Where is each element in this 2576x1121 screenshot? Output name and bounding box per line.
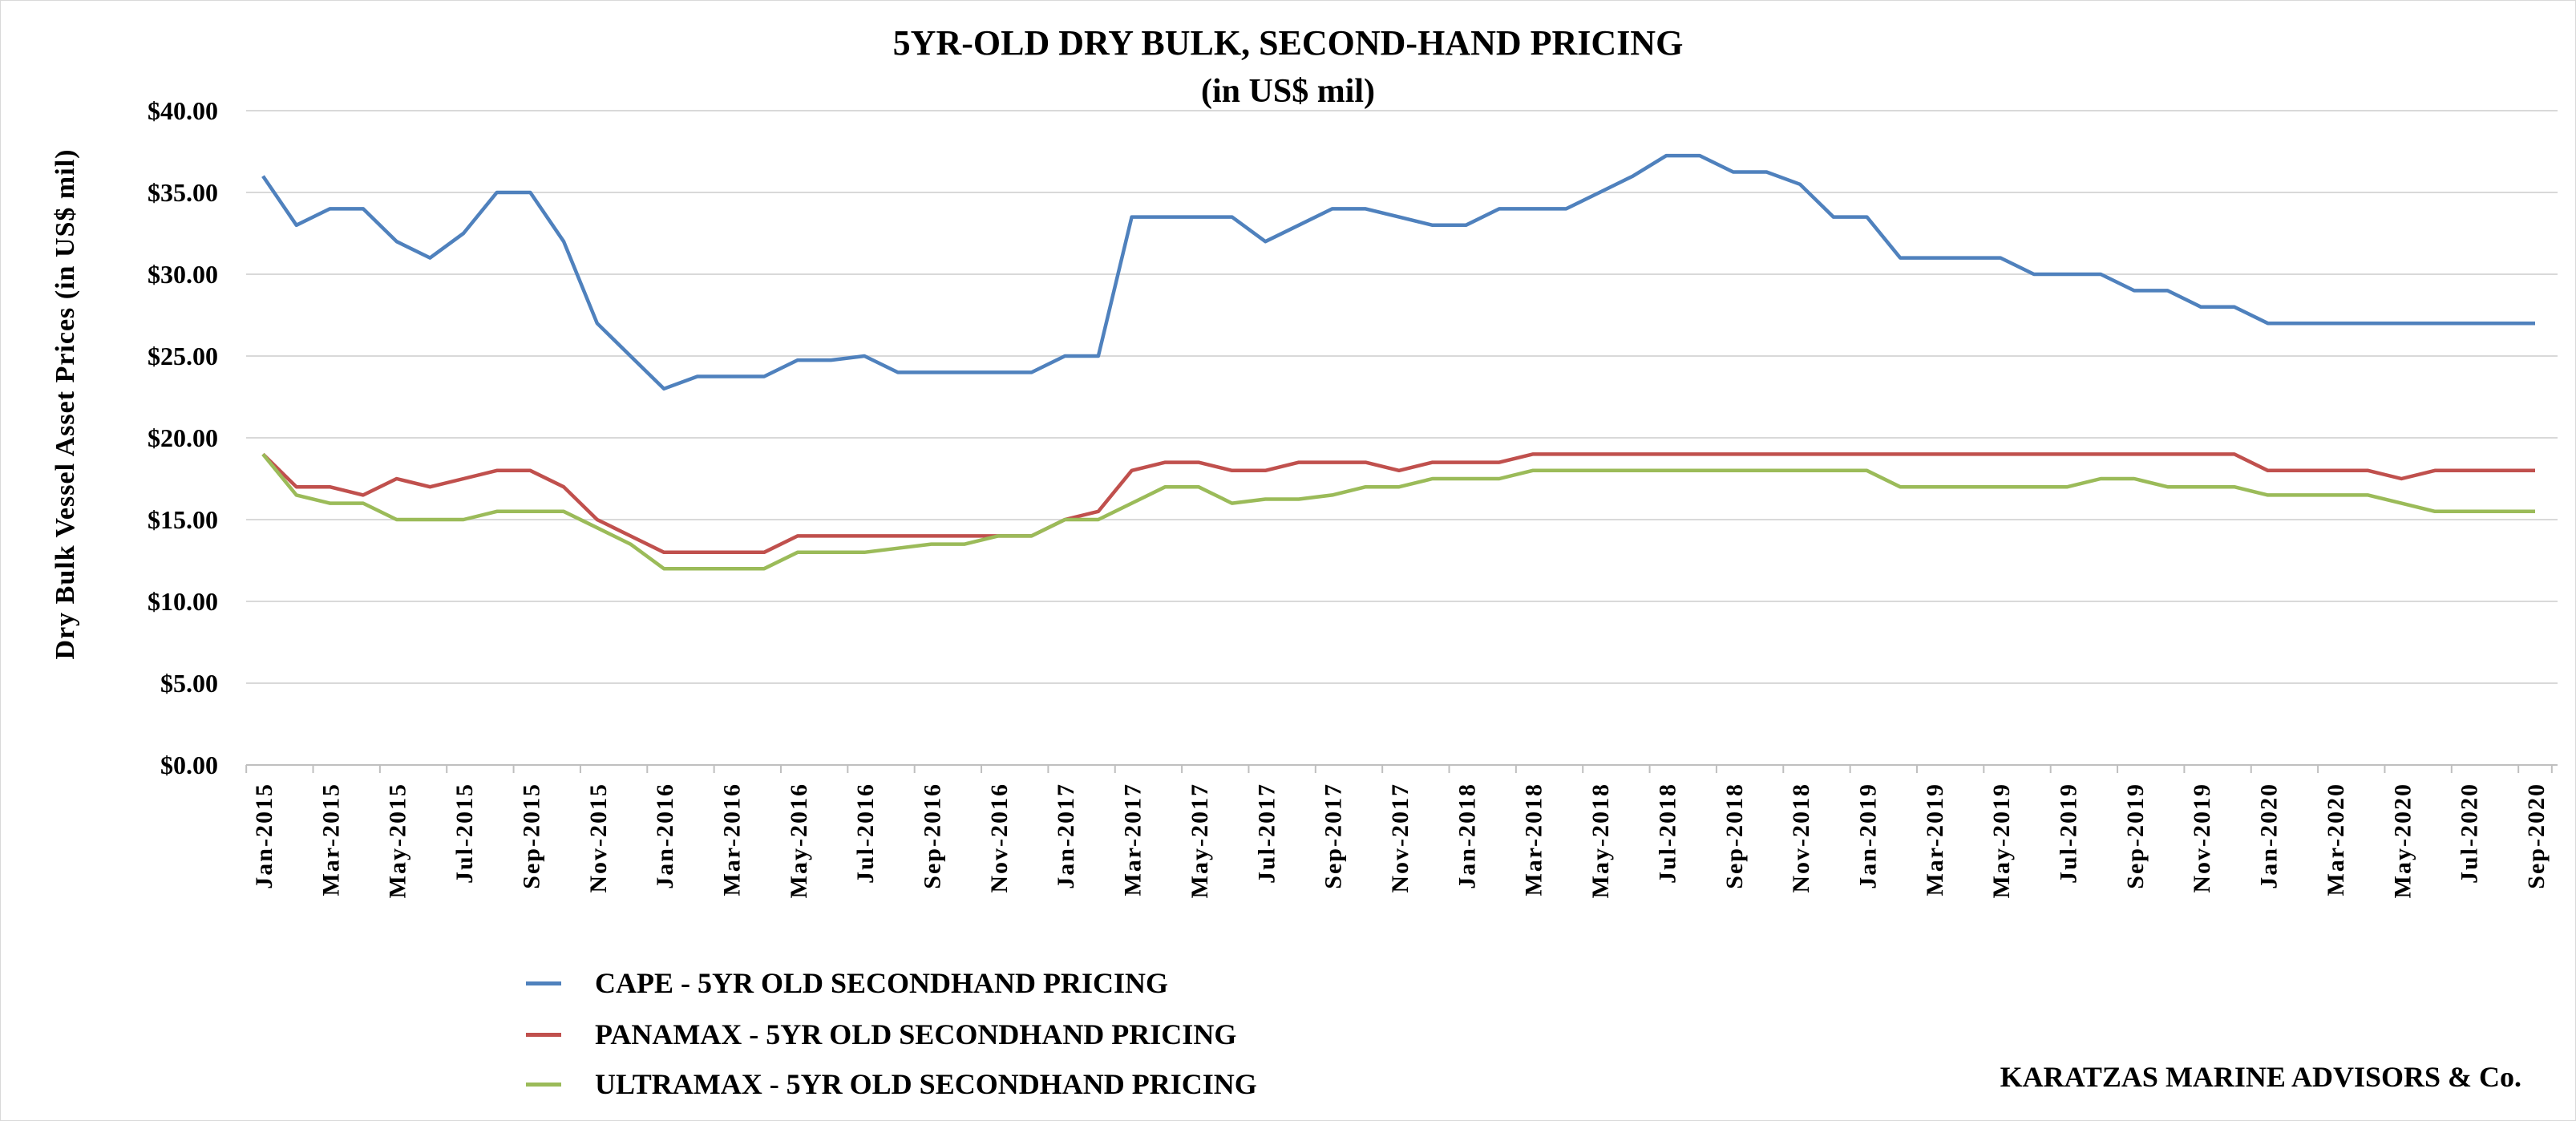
y-tick-label: $25.00 [148, 342, 218, 370]
x-tick-label: May-2018 [1587, 783, 1614, 898]
x-tick-label: Jan-2019 [1854, 783, 1881, 889]
legend-label: CAPE - 5YR OLD SECONDHAND PRICING [595, 967, 1169, 999]
x-tick-label: Mar-2019 [1922, 783, 1948, 896]
x-tick-label: Nov-2019 [2189, 783, 2215, 893]
x-tick-label: May-2015 [385, 783, 411, 898]
y-tick-label: $0.00 [160, 751, 218, 779]
x-tick-label: Jul-2017 [1253, 783, 1280, 884]
x-tick-label: May-2017 [1187, 783, 1213, 898]
legend-label: ULTRAMAX - 5YR OLD SECONDHAND PRICING [595, 1068, 1257, 1100]
x-tick-label: Jan-2015 [251, 783, 277, 889]
x-tick-label: Nov-2015 [585, 783, 612, 893]
x-tick-label: Sep-2020 [2523, 783, 2550, 889]
y-tick-label: $20.00 [148, 423, 218, 452]
series-line-cape [261, 153, 2535, 391]
source-credit: KARATZAS MARINE ADVISORS & Co. [2000, 1061, 2521, 1093]
y-tick-label: $10.00 [148, 587, 218, 616]
x-tick-label: Jan-2020 [2256, 783, 2283, 889]
legend-label: PANAMAX - 5YR OLD SECONDHAND PRICING [595, 1018, 1237, 1050]
x-tick-label: Jan-2017 [1053, 783, 1079, 889]
x-tick-label: Sep-2015 [518, 783, 544, 889]
x-tick-label: Sep-2019 [2122, 783, 2149, 889]
x-tick-label: Mar-2018 [1521, 783, 1547, 896]
x-tick-label: Jul-2018 [1654, 783, 1680, 884]
x-tick-label: Jul-2020 [2457, 783, 2483, 884]
x-tick-label: Mar-2016 [718, 783, 745, 896]
legend-item-ultramax: ULTRAMAX - 5YR OLD SECONDHAND PRICING [526, 1064, 1257, 1104]
x-tick-label: Sep-2018 [1721, 783, 1748, 889]
x-tick-label: Jul-2015 [451, 783, 478, 884]
legend-swatch-ultramax [526, 1082, 561, 1087]
x-tick-label: Jul-2019 [2056, 783, 2082, 884]
x-tick-label: Jan-2018 [1454, 783, 1480, 889]
x-tick-label: May-2019 [1988, 783, 2015, 898]
x-tick-label: Mar-2017 [1120, 783, 1146, 896]
series-line-panamax [261, 452, 2535, 555]
legend-swatch-panamax [526, 1032, 561, 1037]
chart-title: 5YR-OLD DRY BULK, SECOND-HAND PRICING [892, 23, 1684, 63]
x-tick-label: Sep-2016 [920, 783, 946, 889]
x-tick-label: Nov-2016 [986, 783, 1013, 893]
y-tick-label: $40.00 [148, 96, 218, 125]
x-tick-label: Mar-2020 [2323, 783, 2349, 896]
legend-item-cape: CAPE - 5YR OLD SECONDHAND PRICING [526, 963, 1168, 1003]
y-tick-label: $35.00 [148, 178, 218, 207]
y-tick-label: $30.00 [148, 260, 218, 289]
x-tick-label: Nov-2017 [1387, 783, 1413, 893]
x-tick-label: Nov-2018 [1788, 783, 1814, 893]
x-tick-label: Jan-2016 [652, 783, 678, 889]
legend-item-panamax: PANAMAX - 5YR OLD SECONDHAND PRICING [526, 1014, 1236, 1054]
x-tick-label: Mar-2015 [317, 783, 344, 896]
legend-swatch-cape [526, 981, 561, 985]
y-tick-label: $5.00 [160, 669, 218, 698]
x-tick-label: Sep-2017 [1320, 783, 1347, 889]
x-tick-label: May-2016 [786, 783, 812, 898]
x-tick-label: Jul-2016 [852, 783, 879, 884]
chart-subtitle: (in US$ mil) [1200, 73, 1375, 110]
y-tick-label: $15.00 [148, 505, 218, 534]
x-tick-label: May-2020 [2389, 783, 2416, 898]
